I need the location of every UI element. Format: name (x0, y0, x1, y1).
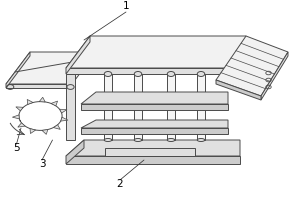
Polygon shape (66, 140, 84, 164)
Ellipse shape (197, 72, 205, 76)
Polygon shape (261, 52, 288, 100)
Polygon shape (30, 129, 36, 134)
Text: 5: 5 (13, 143, 20, 153)
Ellipse shape (134, 138, 142, 142)
Polygon shape (216, 36, 288, 96)
Polygon shape (81, 128, 228, 134)
Polygon shape (66, 36, 90, 74)
Text: 2: 2 (117, 179, 123, 189)
Polygon shape (39, 97, 45, 102)
Polygon shape (6, 52, 30, 88)
Polygon shape (134, 74, 142, 140)
Polygon shape (105, 148, 195, 156)
Text: 1: 1 (123, 1, 129, 11)
Polygon shape (60, 109, 67, 113)
Ellipse shape (167, 138, 175, 142)
Polygon shape (51, 101, 58, 106)
Polygon shape (6, 84, 72, 88)
Polygon shape (18, 123, 25, 127)
Polygon shape (66, 140, 240, 156)
Polygon shape (81, 92, 228, 104)
Polygon shape (27, 99, 33, 104)
Ellipse shape (104, 72, 112, 76)
Polygon shape (53, 125, 60, 129)
Ellipse shape (134, 72, 142, 76)
Polygon shape (66, 74, 75, 140)
Ellipse shape (104, 138, 112, 142)
Polygon shape (61, 117, 68, 121)
Polygon shape (81, 120, 228, 128)
Ellipse shape (197, 138, 205, 142)
Polygon shape (12, 115, 19, 119)
Polygon shape (66, 156, 240, 164)
Polygon shape (6, 52, 96, 84)
Polygon shape (42, 130, 48, 134)
Polygon shape (104, 74, 112, 140)
Ellipse shape (167, 72, 175, 76)
Text: 3: 3 (39, 159, 45, 169)
Polygon shape (197, 74, 205, 140)
Polygon shape (66, 36, 246, 68)
Polygon shape (16, 107, 23, 111)
Polygon shape (81, 104, 228, 110)
Polygon shape (216, 80, 261, 100)
Polygon shape (167, 74, 175, 140)
Polygon shape (66, 68, 246, 74)
